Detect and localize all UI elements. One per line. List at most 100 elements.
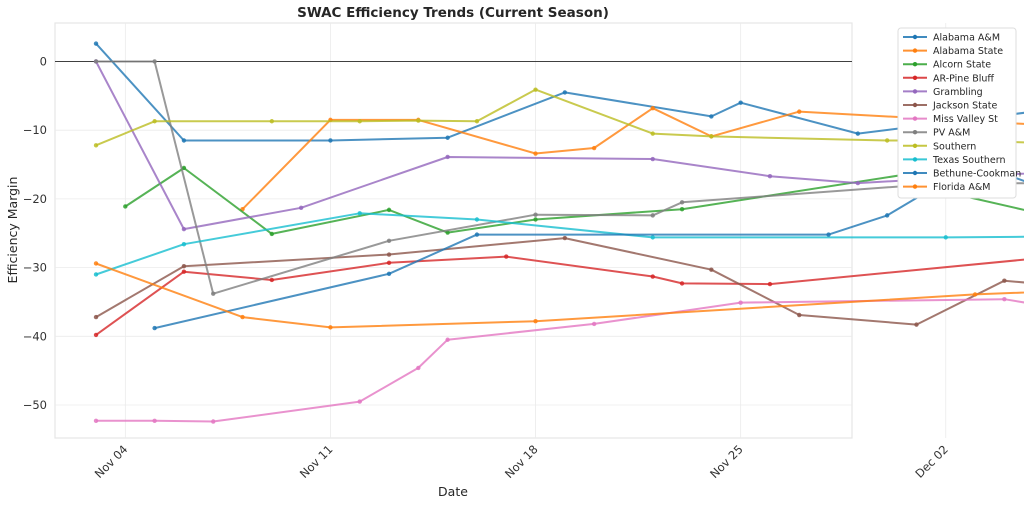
data-point [298,205,304,211]
data-point [269,231,275,237]
chart-title: SWAC Efficiency Trends (Current Season) [297,5,609,21]
data-point [181,165,187,171]
data-point [533,151,538,156]
legend-item: Jackson State [903,101,997,112]
data-point [416,365,421,371]
y-tick-label: −20 [23,192,47,206]
data-point [1002,278,1007,283]
data-point [211,419,216,424]
data-point [386,238,392,244]
data-point [679,281,685,286]
data-point [93,314,99,320]
legend-item: Alcorn State [903,60,991,71]
data-point [562,90,568,95]
data-point [93,143,99,148]
series-line [95,88,1024,147]
legend-marker [912,116,918,121]
data-point [943,235,948,240]
legend-marker [912,75,918,81]
data-point [884,213,890,218]
data-point [914,322,919,327]
data-point [93,41,99,46]
data-point [709,134,714,139]
data-point [386,271,392,276]
data-point [709,114,714,119]
y-tick-label: −40 [23,329,47,343]
data-point [152,325,157,331]
data-point [1002,297,1007,302]
data-point [855,180,861,186]
series-alabama-a-m [93,41,1024,143]
data-point [93,332,99,338]
series-line [95,237,1024,326]
data-point [591,145,597,151]
legend: Alabama A&M Alabama State Alcorn State AR-P… [897,27,1021,199]
data-point [152,59,157,64]
data-point [269,277,275,283]
data-point [152,418,157,424]
legend-label: Texas Southern [932,155,1006,166]
legend-item: Alabama State [903,46,1003,57]
y-tick-label: −30 [23,261,47,275]
x-axis-label: Date [438,484,468,499]
legend-item: PV A&M [903,128,970,139]
data-point [328,138,333,143]
data-point [679,207,685,212]
data-point [650,274,655,279]
data-point [972,292,978,297]
y-tick-label: −10 [23,123,47,137]
legend-label: Alabama A&M [933,33,1000,44]
data-point [797,109,802,114]
y-tick-label: 0 [40,54,47,68]
legend-label: Alabama State [933,46,1003,57]
data-point [533,87,538,92]
data-point [445,154,450,160]
data-point [152,119,157,124]
legend-marker [912,157,918,162]
data-point [650,235,655,240]
legend-label: Grambling [933,87,983,98]
data-point [357,211,362,216]
data-point [181,226,187,232]
data-point [474,232,480,237]
legend-marker [912,34,918,40]
series-line [96,298,1024,423]
data-point [650,156,655,162]
legend-label: AR-Pine Bluff [933,73,994,84]
series-florida-a-m [93,261,1024,330]
data-point [474,217,480,222]
legend-label: Florida A&M [933,182,990,193]
data-point [591,321,597,327]
legend-label: PV A&M [933,128,970,139]
data-point [93,418,99,424]
data-point [181,242,187,247]
data-point [474,119,480,124]
series-line [95,262,1024,329]
legend-label: Bethune-Cookman [933,169,1021,180]
data-point [504,254,509,259]
legend-label: Miss Valley St [933,114,998,125]
legend-label: Jackson State [932,101,997,112]
legend-marker [912,143,918,148]
legend-marker [912,48,918,53]
data-point [738,100,743,105]
data-point [445,337,450,342]
series-ar-pine-bluff [93,254,1024,338]
legend-item: Florida A&M [903,182,990,193]
series-line [96,60,1024,295]
data-point [533,212,538,217]
data-point [679,200,685,205]
data-point [738,300,743,305]
data-point [181,264,187,269]
data-point [357,399,362,404]
data-point [650,131,655,136]
data-point [181,138,187,143]
series-pv-a-m [93,59,1024,296]
data-point [445,135,450,140]
legend-marker [912,102,918,108]
data-point [269,119,275,124]
data-point [181,269,187,274]
data-point [328,325,333,330]
series-miss-valley-st [93,297,1024,424]
